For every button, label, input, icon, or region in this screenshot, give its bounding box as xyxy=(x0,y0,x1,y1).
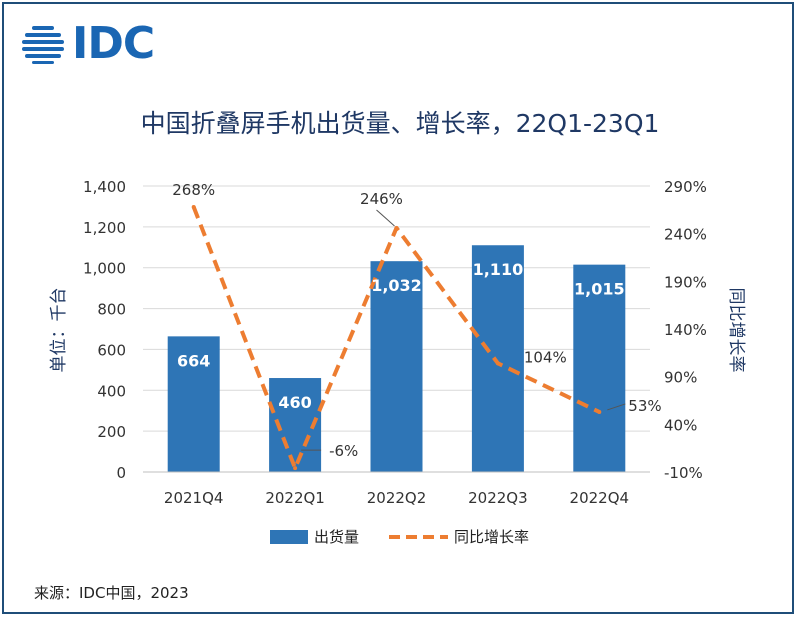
bar xyxy=(167,336,220,472)
idc-logo: IDC xyxy=(20,18,155,69)
y-tick-label: 400 xyxy=(97,382,126,400)
legend-bar-label: 出货量 xyxy=(314,528,359,546)
y2-tick-label: 90% xyxy=(664,369,697,387)
growth-rate-point xyxy=(191,204,196,209)
y2-axis-title: 同比增长率 xyxy=(726,288,746,373)
label-layer: 664 460 1,032 1,110 1,015 268% -6% 246% 104% 53% xyxy=(172,181,661,460)
growth-rate-point xyxy=(394,225,399,230)
bar-data-label: 664 xyxy=(177,351,210,370)
y-tick-label: 1,400 xyxy=(83,178,126,196)
growth-data-label: 246% xyxy=(360,190,403,208)
growth-data-label: -6% xyxy=(329,442,358,460)
label-leader-line xyxy=(376,209,395,227)
label-leader-line xyxy=(607,403,626,411)
legend-bar-swatch xyxy=(270,530,308,544)
x-tick-label: 2022Q1 xyxy=(265,489,325,507)
growth-rate-point xyxy=(293,466,298,471)
y2-tick-label: 240% xyxy=(664,226,707,244)
legend-line-label: 同比增长率 xyxy=(454,528,529,546)
bar-data-label: 460 xyxy=(278,393,311,412)
x-tick-label: 2022Q3 xyxy=(468,489,528,507)
bar xyxy=(573,264,626,472)
legend: 出货量 同比增长率 xyxy=(270,528,529,546)
globe-icon xyxy=(22,26,64,64)
bar xyxy=(471,245,524,472)
x-tick-label: 2021Q4 xyxy=(164,489,224,507)
growth-rate-point xyxy=(495,361,500,366)
growth-data-label: 268% xyxy=(172,181,215,199)
y2-tick-label: -10% xyxy=(664,464,703,482)
growth-data-label: 53% xyxy=(628,397,661,415)
y-axis-title: 单位：千台 xyxy=(49,288,69,373)
y2-tick-label: 40% xyxy=(664,416,697,434)
axis-layer: 0 200 400 600 800 1,000 1,200 1,400 -10% 40% 90% 14… xyxy=(83,178,707,507)
bar-data-label: 1,032 xyxy=(371,276,422,295)
y-tick-label: 200 xyxy=(97,423,126,441)
y2-tick-label: 290% xyxy=(664,178,707,196)
x-tick-label: 2022Q2 xyxy=(367,489,427,507)
bar xyxy=(370,261,423,472)
y2-tick-label: 190% xyxy=(664,273,707,291)
growth-data-label: 104% xyxy=(524,348,567,366)
growth-rate-point xyxy=(597,409,602,414)
y-tick-label: 0 xyxy=(116,464,126,482)
line-layer xyxy=(191,204,602,471)
logo-text: IDC xyxy=(72,18,155,69)
y-tick-label: 1,200 xyxy=(83,219,126,237)
bar-data-label: 1,110 xyxy=(473,260,524,279)
y-tick-label: 800 xyxy=(97,301,126,319)
chart-svg: 6644601,0321,1101,015268%-6%246%104%53% … xyxy=(49,178,746,546)
bar-data-label: 1,015 xyxy=(574,280,625,299)
bar-layer xyxy=(167,245,626,472)
y-tick-label: 600 xyxy=(97,341,126,359)
source-note: 来源：IDC中国，2023 xyxy=(34,584,189,602)
y2-tick-label: 140% xyxy=(664,321,707,339)
x-tick-label: 2022Q4 xyxy=(570,489,630,507)
chart-title: 中国折叠屏手机出货量、增长率，22Q1-23Q1 xyxy=(140,109,660,138)
y-tick-label: 1,000 xyxy=(83,260,126,278)
